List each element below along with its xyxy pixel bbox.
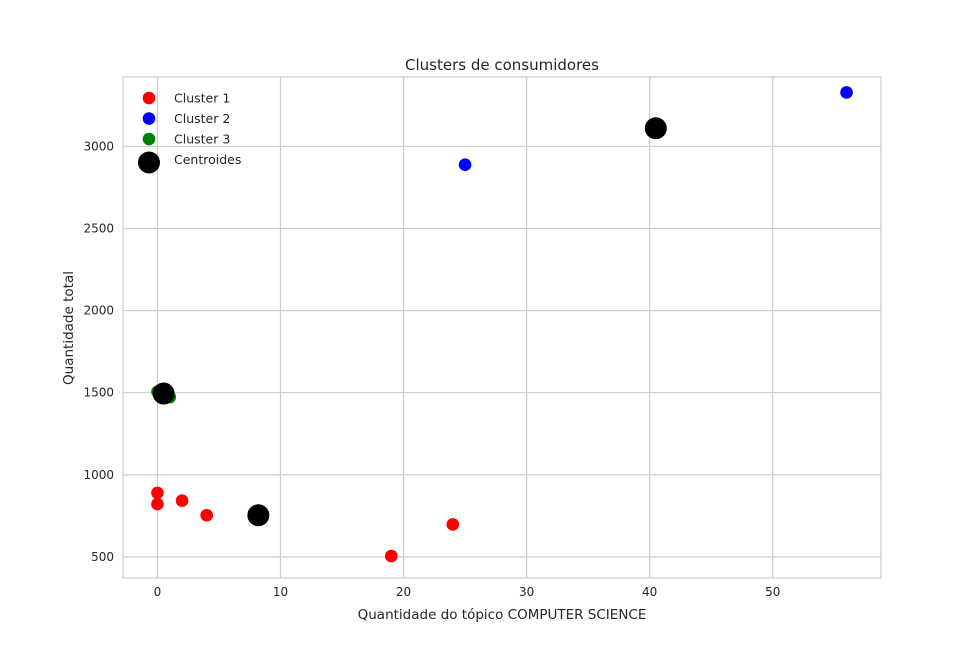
legend-marker — [142, 91, 156, 105]
data-points — [151, 86, 853, 563]
point-cluster-1 — [151, 497, 164, 511]
x-tick-label: 0 — [154, 585, 162, 599]
legend-label: Cluster 3 — [174, 132, 230, 147]
plot-area — [123, 77, 881, 578]
y-axis-label: Quantidade total — [61, 271, 77, 385]
legend-label: Centroides — [174, 152, 241, 167]
point-centroides — [152, 382, 175, 405]
grid-lines — [123, 77, 881, 578]
y-tick-labels: 500 1000 1500 2000 2500 3000 — [83, 139, 114, 564]
point-cluster-1 — [384, 549, 398, 563]
plot-frame — [122, 76, 882, 579]
y-tick-label: 500 — [91, 550, 114, 564]
legend-label: Cluster 2 — [174, 111, 230, 126]
point-cluster-2 — [458, 158, 472, 172]
x-tick-label: 40 — [642, 585, 657, 599]
point-cluster-1 — [175, 494, 189, 507]
x-tick-labels: 0 10 20 30 40 50 — [154, 585, 781, 599]
legend-label: Cluster 1 — [174, 91, 230, 106]
point-cluster-1 — [151, 486, 164, 500]
x-tick-label: 50 — [765, 585, 780, 599]
y-tick-label: 2000 — [83, 304, 114, 318]
x-tick-label: 30 — [519, 585, 534, 599]
point-centroides — [247, 504, 270, 527]
legend-marker — [142, 132, 156, 146]
point-cluster-1 — [446, 518, 460, 531]
point-cluster-2 — [840, 86, 853, 99]
y-tick-label: 1000 — [83, 468, 114, 482]
x-axis-label: Quantidade do tópico COMPUTER SCIENCE — [358, 607, 647, 623]
x-tick-label: 10 — [273, 585, 288, 599]
y-tick-label: 2500 — [83, 221, 114, 235]
point-cluster-1 — [200, 508, 213, 522]
x-tick-label: 20 — [396, 585, 411, 599]
y-tick-label: 3000 — [83, 139, 114, 153]
y-tick-label: 1500 — [83, 386, 114, 400]
legend-marker — [138, 151, 160, 174]
chart-title: Clusters de consumidores — [405, 56, 599, 74]
legend-marker — [142, 112, 156, 125]
point-centroides — [644, 117, 667, 140]
legend: Cluster 1 Cluster 2 Cluster 3 Centroides — [138, 91, 241, 174]
